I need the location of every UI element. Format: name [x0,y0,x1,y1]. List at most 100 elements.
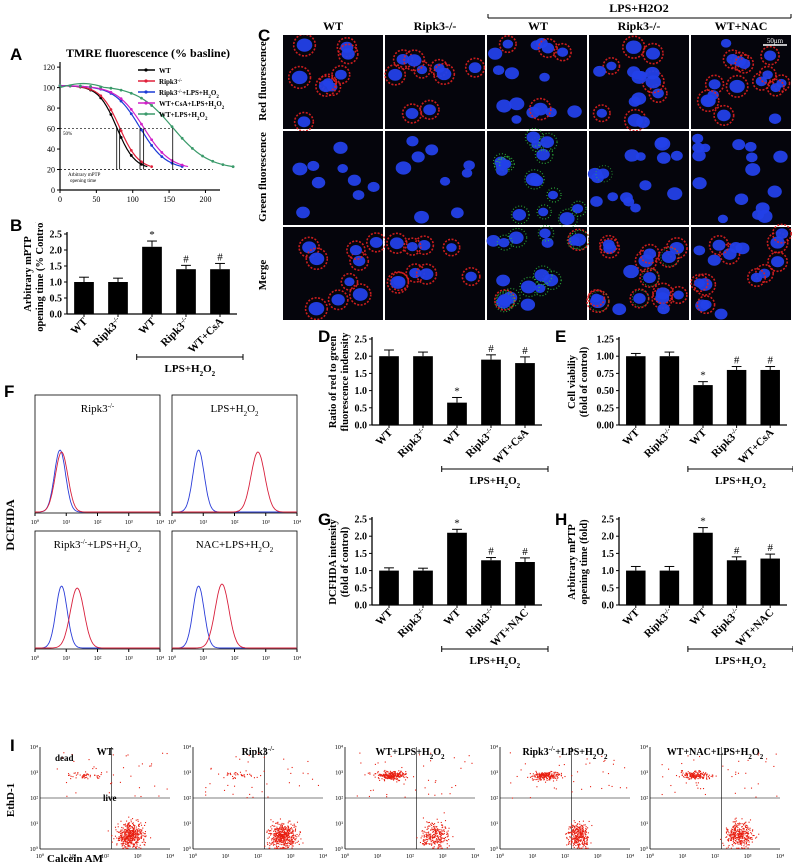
a-series-point [109,113,113,116]
bar [447,402,467,425]
histogram-frame [171,394,298,514]
a-series-point [58,84,62,88]
nucleus [488,47,503,60]
nucleus [720,38,732,48]
nucleus [633,293,646,304]
bar [626,570,646,605]
nucleus [540,136,555,149]
histogram-tick: 10² [94,656,102,662]
significance-mark: * [149,229,155,241]
nucleus [407,54,422,67]
nucleus [296,38,313,52]
nucleus [367,181,380,193]
c-col-header: WT [528,19,548,33]
panel-f-histograms: DCFHDA Ripk3-/- 10⁰ 10¹ 10² 10³ 10⁴ LPS+H2O2 10… [3,394,301,662]
i-ytick: 10⁰ [30,846,39,853]
significance-mark: * [454,517,460,529]
c-row-header: Green fluorescence [257,132,269,222]
bar [693,532,713,605]
y-tick-label: 1.0 [355,386,368,397]
bar [379,356,399,425]
micrograph-tile [385,131,485,225]
nucleus [311,176,326,189]
category-label: WT [688,426,710,448]
i-xtick: 10³ [744,854,752,860]
nucleus [773,150,788,163]
c-group-header: LPS+H2O2 [609,1,669,15]
i-ytick: 10³ [640,771,648,777]
nucleus [302,241,317,254]
y-tick-label: 1.5 [355,369,368,380]
category-label: WT+NAC [734,607,777,650]
nucleus [655,287,671,300]
y-tick-label: 2.5 [355,515,368,526]
treatment-label: LPS+H2O2 [165,363,216,378]
nucleus [557,47,569,57]
nucleus [636,116,650,129]
nucleus [670,150,683,161]
category-label: WT+CsA [736,427,776,467]
nucleus [539,228,551,239]
nucleus [607,192,619,202]
a-series-point [78,84,82,88]
panel-label-b: B [10,216,23,235]
i-xtick: 10¹ [529,854,537,860]
significance-mark: * [700,370,706,382]
nucleus [714,308,728,320]
nucleus [645,47,661,60]
nucleus [388,68,403,81]
nucleus [405,108,419,119]
nucleus [745,163,761,176]
nucleus [712,239,726,251]
histogram-frame [34,394,161,514]
y-tick-label: 1.0 [50,278,63,289]
nucleus [657,303,670,315]
nucleus [631,70,647,84]
treatment-label: LPS+H2O2 [715,655,766,670]
panel-label-i: I [10,736,15,755]
i-xtick: 10⁴ [776,854,784,860]
histogram-tick: 10⁰ [168,519,177,526]
nucleus [352,288,368,301]
bar [176,269,196,314]
i-xtick: 10⁰ [496,853,505,860]
nucleus [539,72,550,82]
nucleus [623,197,635,207]
nucleus [352,255,366,267]
i-ytick: 10⁴ [640,745,648,751]
a-ytick-label: 120 [43,63,55,72]
a-series-point [150,104,154,107]
bar [626,356,646,425]
y-tick-label: 1.0 [355,566,368,577]
a-xtick-label: 50 [92,195,100,204]
i-ytick: 10⁰ [335,846,344,853]
histogram-tick: 10² [231,520,239,526]
i-xtick: 10³ [287,854,295,860]
a-series-point [109,108,113,111]
i-ylabel: EthD-1 [5,783,17,817]
nucleus [297,116,311,128]
nucleus [347,174,361,186]
histogram-tick: 10⁴ [293,520,301,526]
nucleus [419,268,434,280]
a-series-point [119,99,123,103]
y-tick-label: 2.0 [355,532,368,543]
panel-label-a: A [10,45,23,64]
panel-d-chart: 0.0 0.5 1.0 1.5 2.0 2.5 Ratio of red to greenf… [328,332,549,490]
a-series-point [119,136,123,139]
micrograph-tile [385,35,485,129]
a-ytick-label: 80 [47,104,55,113]
histogram-tick: 10¹ [199,656,207,662]
category-label: Ripk3-/- [709,605,744,640]
i-xlabel: Calcein AM [47,853,104,865]
c-col-header: WT [323,19,343,33]
histogram-tick: 10¹ [62,656,70,662]
a-series-point [150,138,154,142]
nucleus [762,70,773,80]
a-legend-label: WT [159,67,171,75]
treatment-label: LPS+H2O2 [470,475,521,490]
i-xtick: 10¹ [374,854,382,860]
i-ytick: 10² [335,796,343,802]
histogram-tick: 10³ [262,656,270,662]
a-series-point [89,85,92,88]
